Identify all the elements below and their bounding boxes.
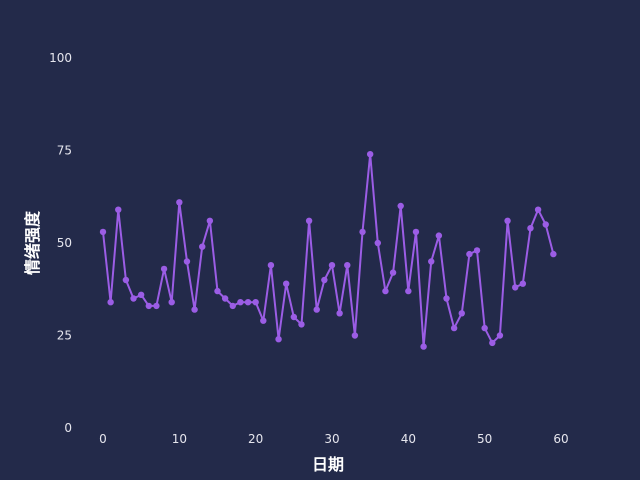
data-point: [283, 280, 290, 287]
data-point: [298, 321, 305, 328]
data-point: [321, 276, 328, 284]
data-point: [313, 306, 320, 313]
y-axis-label: 情绪强度: [23, 210, 42, 275]
data-point: [481, 324, 488, 332]
data-point: [221, 295, 229, 302]
data-point: [428, 258, 435, 265]
x-tick-label: 60: [553, 432, 568, 446]
data-point: [160, 265, 168, 273]
data-point: [328, 262, 336, 269]
data-point: [305, 217, 313, 224]
x-tick-label: 20: [248, 432, 263, 446]
data-point: [99, 228, 107, 236]
data-point: [107, 299, 114, 306]
data-point: [214, 287, 221, 295]
data-point: [512, 284, 519, 291]
series-layer: [99, 151, 557, 350]
series-line: [102, 153, 555, 348]
y-tick-label: 50: [57, 236, 72, 250]
x-tick-label: 40: [401, 432, 416, 446]
data-point: [351, 332, 359, 339]
data-point: [450, 324, 458, 332]
data-point: [122, 276, 130, 284]
data-point: [252, 299, 259, 306]
data-point: [183, 258, 191, 265]
x-axis-ticks: 0 10 20 30 40 50 60: [99, 432, 568, 446]
y-tick-label: 25: [57, 329, 72, 343]
data-point: [382, 287, 389, 295]
data-point: [366, 151, 374, 158]
data-point: [336, 310, 343, 317]
data-point: [290, 313, 298, 321]
x-tick-label: 50: [477, 432, 492, 446]
data-point: [191, 306, 198, 313]
data-point: [405, 287, 412, 295]
data-point: [199, 243, 206, 250]
data-point: [260, 317, 267, 324]
data-point: [374, 239, 381, 247]
x-tick-label: 10: [172, 432, 187, 446]
data-point: [237, 299, 244, 306]
data-point: [519, 280, 527, 287]
data-point: [489, 339, 496, 347]
data-point: [504, 217, 511, 224]
data-point: [168, 299, 175, 306]
data-point: [267, 262, 275, 269]
data-point: [550, 250, 557, 258]
data-point: [443, 295, 450, 302]
data-point: [145, 302, 152, 310]
data-point: [130, 295, 137, 302]
y-tick-label: 75: [57, 144, 72, 158]
data-point: [206, 217, 214, 224]
data-point: [420, 343, 427, 350]
x-tick-label: 0: [99, 432, 107, 446]
y-tick-label: 0: [64, 421, 72, 435]
data-point: [389, 269, 397, 276]
data-point: [435, 232, 443, 239]
data-point: [359, 228, 366, 236]
data-point: [275, 336, 282, 343]
data-point: [473, 247, 481, 254]
data-point: [412, 228, 420, 236]
x-axis-label: 日期: [312, 455, 344, 474]
data-point: [527, 225, 534, 232]
x-tick-label: 30: [324, 432, 339, 446]
data-point: [344, 262, 351, 269]
data-point: [466, 250, 473, 258]
data-point: [153, 302, 160, 310]
data-point: [115, 206, 122, 213]
data-point: [137, 291, 145, 298]
data-point: [397, 202, 404, 210]
data-point: [458, 310, 465, 317]
data-point: [542, 221, 549, 228]
data-point: [176, 199, 183, 206]
data-point: [534, 206, 542, 213]
y-tick-label: 100: [49, 51, 72, 65]
y-axis-ticks: 0 25 50 75 100: [49, 51, 72, 435]
data-point: [229, 302, 236, 310]
data-point: [244, 299, 252, 306]
data-point: [496, 332, 504, 339]
